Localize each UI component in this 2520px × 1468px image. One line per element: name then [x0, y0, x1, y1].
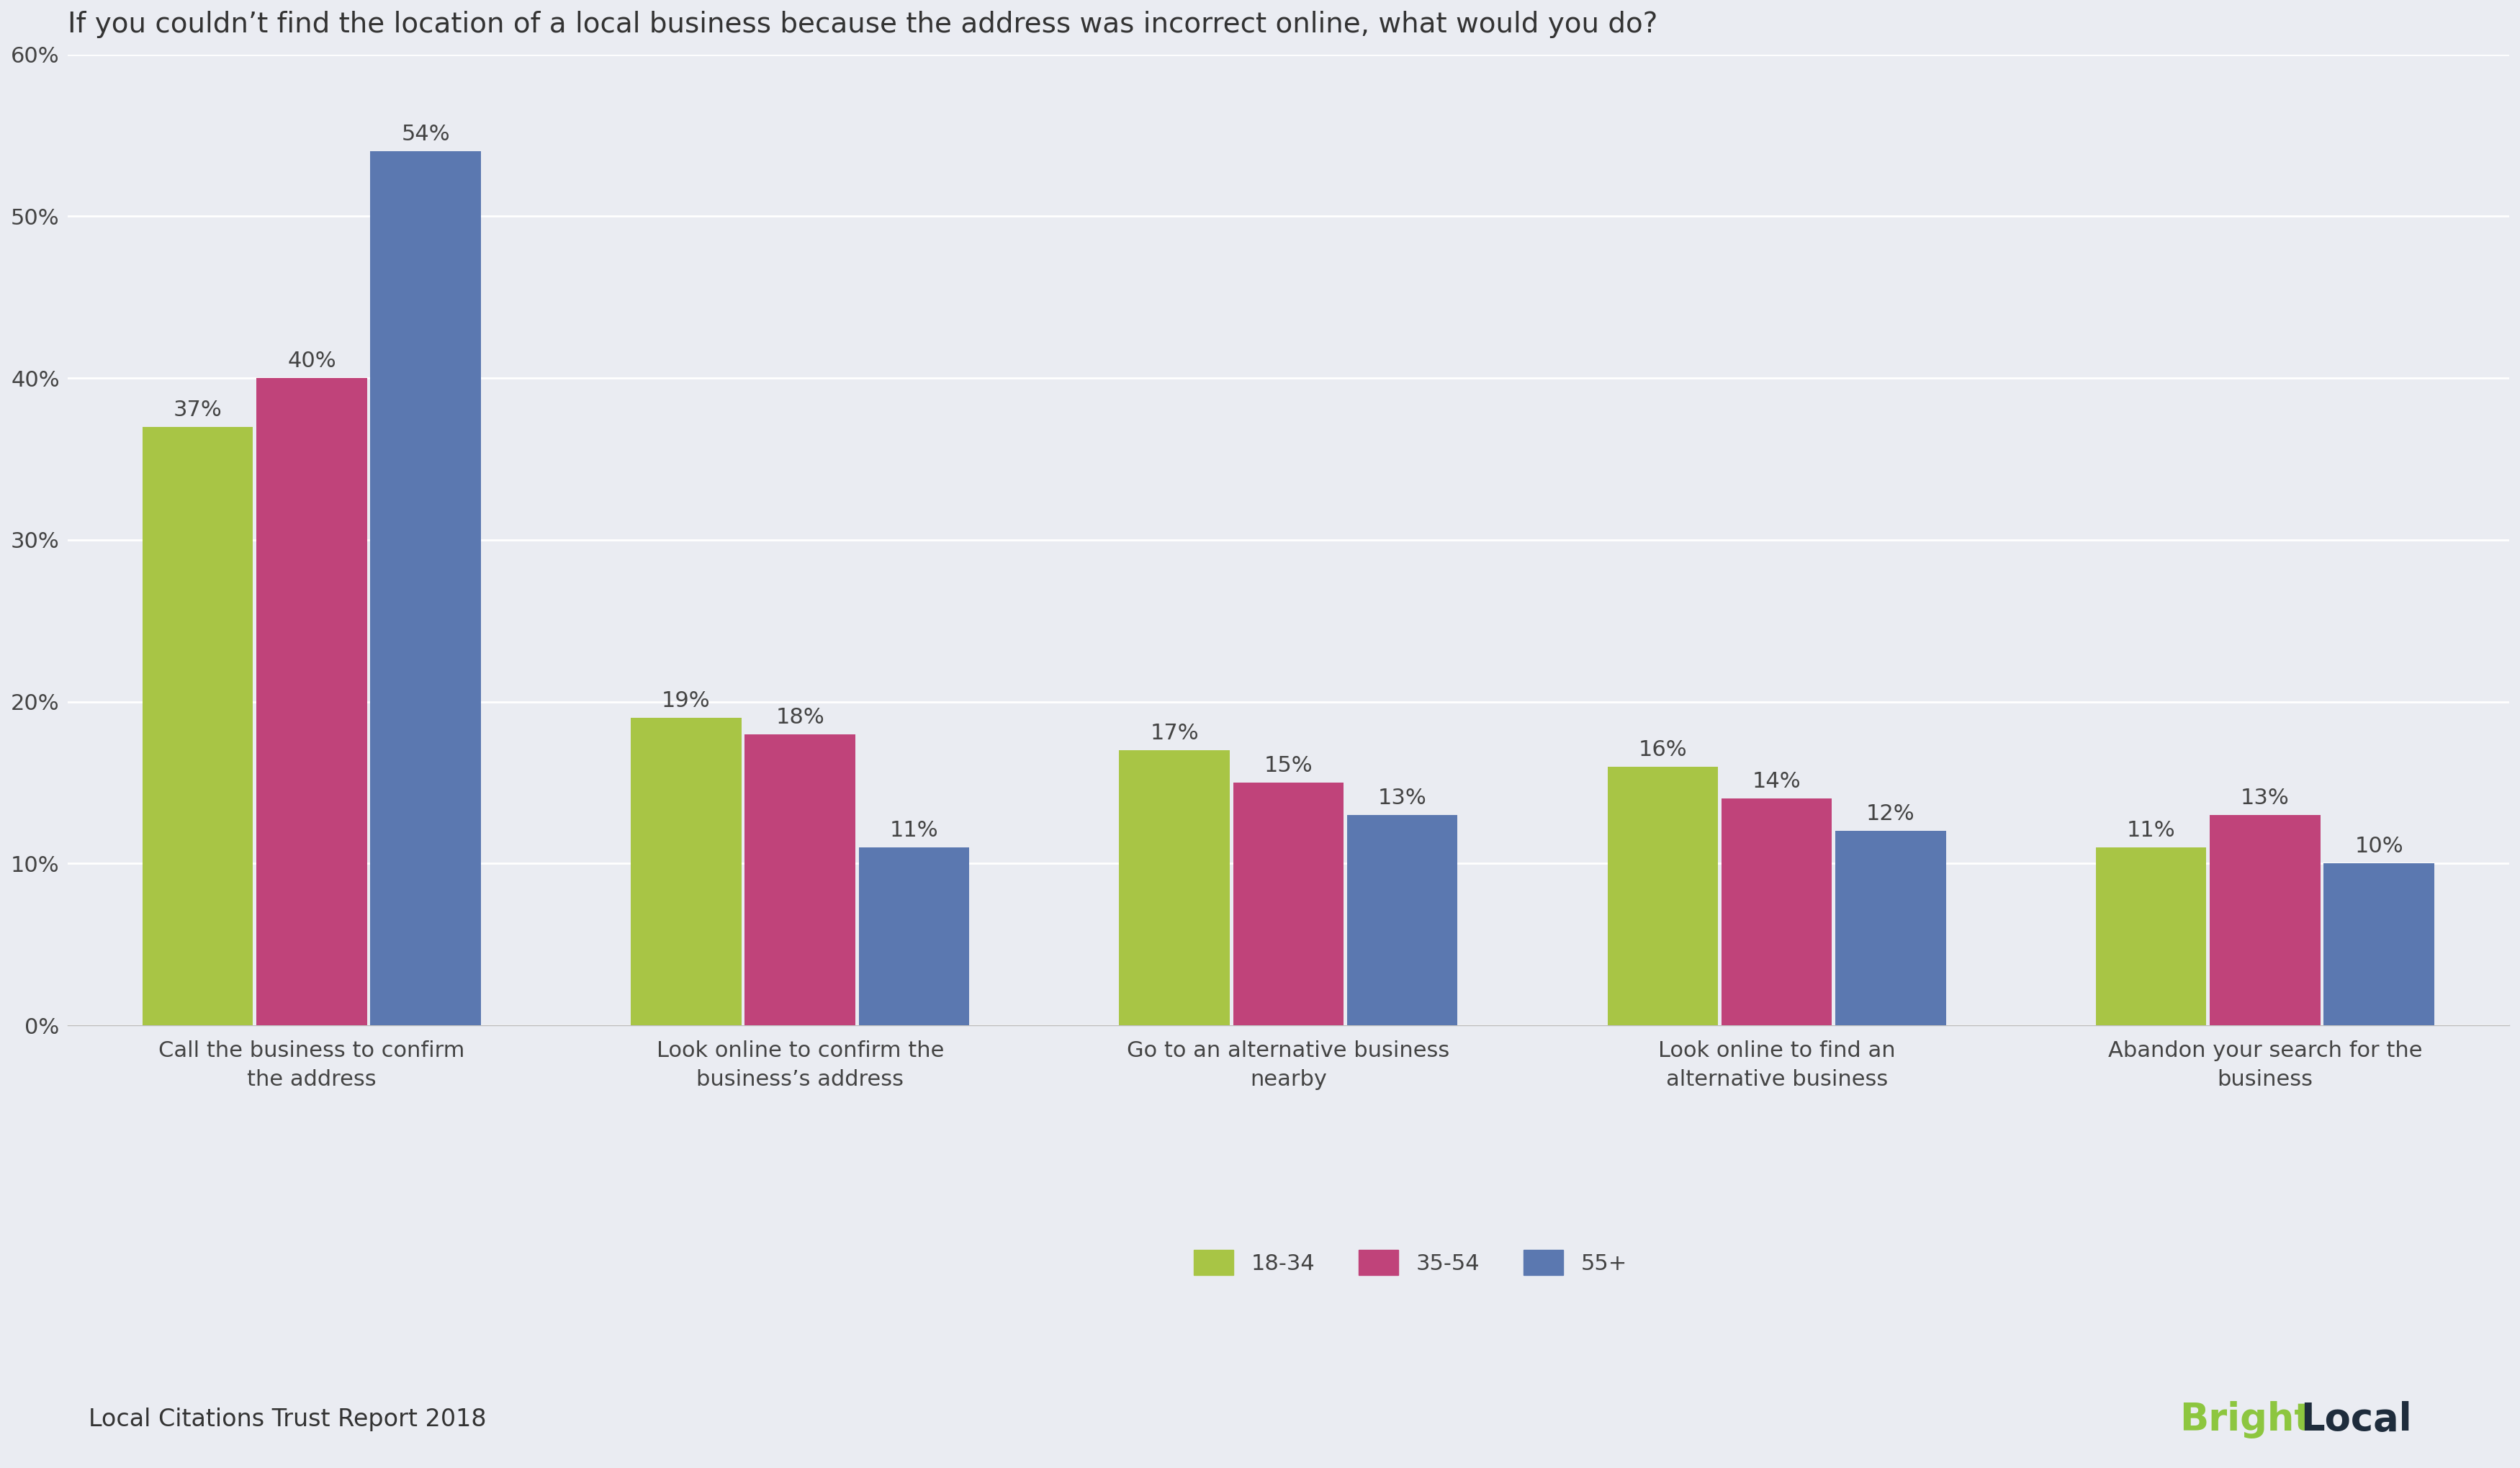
- Bar: [257, 379, 368, 1025]
- Bar: [630, 718, 741, 1025]
- Text: 40%: 40%: [287, 351, 335, 371]
- Text: 16%: 16%: [1638, 738, 1686, 760]
- Text: 17%: 17%: [1149, 722, 1200, 744]
- Legend: 18-34, 35-54, 55+: 18-34, 35-54, 55+: [1194, 1249, 1628, 1276]
- Text: 12%: 12%: [1867, 804, 1915, 825]
- Text: 54%: 54%: [401, 125, 451, 145]
- Text: 15%: 15%: [1265, 755, 1313, 777]
- Bar: [859, 847, 970, 1025]
- Bar: [2097, 847, 2208, 1025]
- Bar: [1119, 750, 1230, 1025]
- Text: 11%: 11%: [890, 821, 937, 841]
- Text: 11%: 11%: [2127, 821, 2175, 841]
- Bar: [746, 734, 854, 1025]
- Bar: [1348, 815, 1457, 1025]
- Text: 14%: 14%: [1751, 771, 1802, 793]
- Bar: [1721, 799, 1832, 1025]
- Text: Local: Local: [2301, 1400, 2412, 1439]
- Bar: [2323, 863, 2434, 1025]
- Text: If you couldn’t find the location of a local business because the address was in: If you couldn’t find the location of a l…: [68, 10, 1658, 38]
- Text: 18%: 18%: [776, 706, 824, 728]
- Bar: [1608, 766, 1719, 1025]
- Bar: [1232, 782, 1343, 1025]
- Text: 13%: 13%: [1378, 788, 1426, 809]
- Text: 13%: 13%: [2240, 788, 2291, 809]
- Bar: [370, 151, 481, 1025]
- Bar: [1835, 831, 1945, 1025]
- Text: 10%: 10%: [2354, 837, 2404, 857]
- Text: 19%: 19%: [663, 690, 711, 712]
- Bar: [144, 427, 252, 1025]
- Text: Bright: Bright: [2180, 1400, 2313, 1439]
- Text: 37%: 37%: [174, 399, 222, 420]
- Text: Local Citations Trust Report 2018: Local Citations Trust Report 2018: [88, 1408, 486, 1431]
- Bar: [2210, 815, 2321, 1025]
